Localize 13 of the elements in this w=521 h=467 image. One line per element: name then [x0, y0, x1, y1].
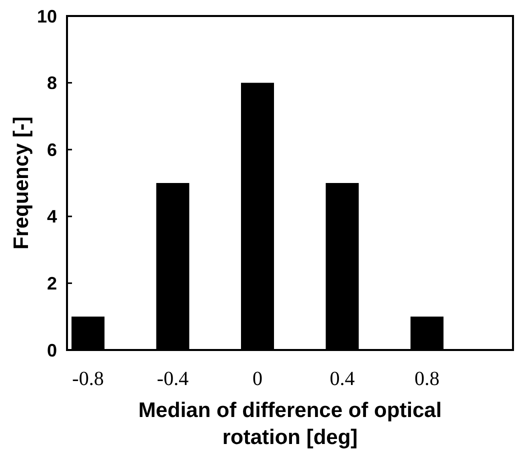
x-tick-label: 0.8 [414, 368, 440, 390]
y-tick-label: 4 [46, 206, 57, 227]
y-tick-label: 6 [46, 140, 57, 160]
y-tick-label: 10 [36, 6, 57, 26]
x-tick-label: -0.4 [156, 368, 189, 390]
x-tick-label: -0.8 [72, 368, 104, 390]
y-axis-title: Frequency [-] [10, 116, 33, 250]
x-tick-label: 0.4 [330, 368, 355, 390]
x-axis-title: Median of difference of optical rotation [deg] [138, 399, 442, 449]
y-tick-label: 8 [46, 73, 57, 94]
x-tick-label: 0 [252, 368, 262, 390]
y-tick-label: 0 [46, 340, 57, 360]
y-tick-label: 2 [46, 274, 57, 294]
